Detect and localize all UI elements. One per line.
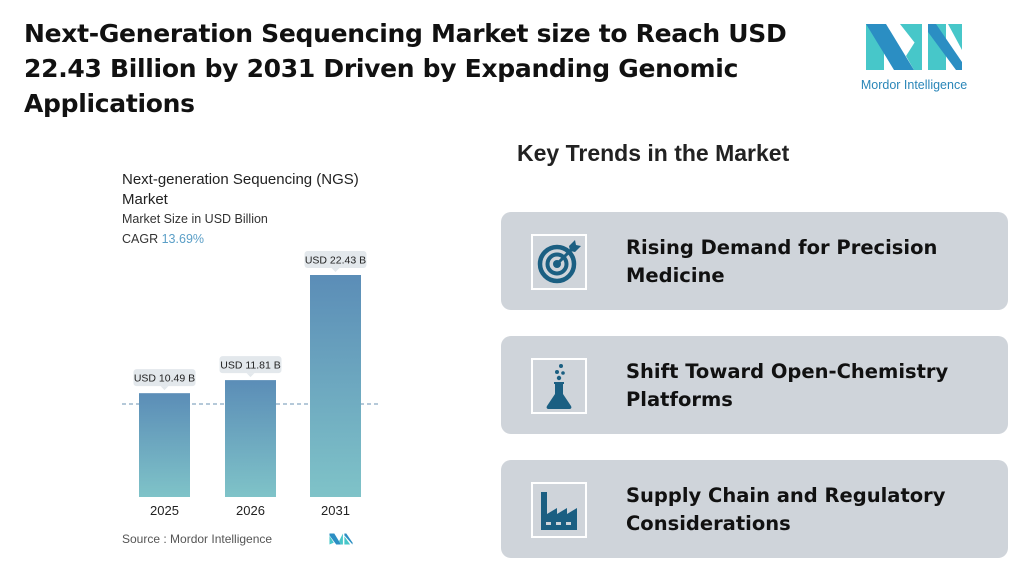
trend-label: Rising Demand for Precision Medicine (626, 236, 938, 287)
market-chart: Next-generation Sequencing (NGS) Market … (0, 0, 420, 586)
data-label-bg (219, 356, 282, 374)
key-trends-heading: Key Trends in the Market (517, 140, 790, 166)
cagr: CAGR 13.69% (122, 232, 204, 246)
data-label-pointer (246, 373, 255, 378)
chart-title: Next-generation Sequencing (NGS) Market (122, 171, 359, 208)
target-icon (531, 234, 587, 290)
source-logo-icon (329, 533, 353, 545)
chart-subtitle: Market Size in USD Billion (122, 212, 268, 226)
x-tick-label: 2025 (150, 503, 179, 518)
bar-chart: USD 10.49 B 2025 USD 11.81 B 2026 USD 22.43 … (122, 251, 380, 518)
flask-icon (531, 358, 587, 414)
cagr-value: 13.69% (161, 232, 205, 246)
mordor-logo-icon (866, 24, 962, 70)
x-tick-label: 2031 (321, 503, 350, 518)
trend-label: Supply Chain and Regulatory Consideratio… (626, 484, 946, 535)
trend-card: Rising Demand for Precision Medicine (501, 212, 1008, 310)
bar (139, 393, 190, 497)
data-label: USD 10.49 B (134, 373, 195, 385)
factory-icon (531, 482, 587, 538)
trend-label: Shift Toward Open-Chemistry Platforms (626, 360, 949, 411)
page-title: Next-Generation Sequencing Market size t… (24, 19, 787, 118)
data-label-bg (133, 369, 196, 387)
data-label: USD 22.43 B (305, 255, 366, 267)
mordor-logo: Mordor Intelligence (858, 22, 970, 92)
bar (310, 275, 361, 497)
trend-card: Supply Chain and Regulatory Consideratio… (501, 460, 1008, 558)
logo-text: Mordor Intelligence (860, 78, 968, 92)
bar (225, 380, 276, 497)
data-label-bg (304, 251, 367, 268)
data-label: USD 11.81 B (220, 360, 281, 372)
data-label-pointer (331, 268, 340, 272)
cagr-label: CAGR (122, 232, 159, 246)
chart-source: Source : Mordor Intelligence (122, 532, 273, 546)
data-label-pointer (160, 386, 169, 391)
trend-card: Shift Toward Open-Chemistry Platforms (501, 336, 1008, 434)
x-tick-label: 2026 (236, 503, 265, 518)
